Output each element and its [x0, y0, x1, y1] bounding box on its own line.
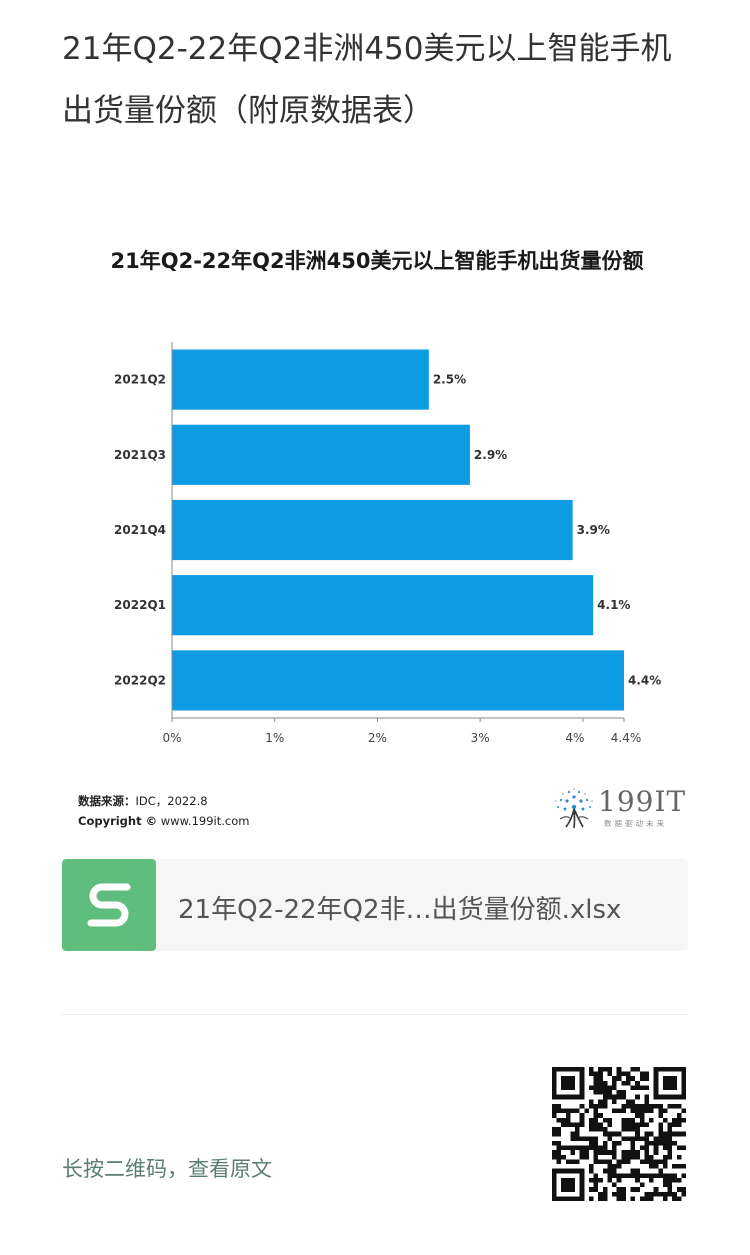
x-tick-label: 1%	[265, 731, 284, 745]
category-label: 2021Q3	[114, 448, 166, 462]
category-label: 2022Q2	[114, 673, 166, 687]
article-title: 21年Q2-22年Q2非洲450美元以上智能手机出货量份额（附原数据表）	[62, 31, 672, 129]
x-tick-label: 4.4%	[611, 731, 642, 745]
bar-2022Q2	[172, 650, 624, 711]
attachment-file-name: 21年Q2-22年Q2非…出货量份额.xlsx	[178, 895, 622, 925]
copyright-text: www.199it.com	[157, 814, 250, 828]
qr-prompt-text: 长按二维码，查看原文	[62, 1157, 272, 1181]
data-label: 2.9%	[474, 448, 507, 462]
x-tick-label: 4%	[565, 731, 584, 745]
bar-2021Q4	[172, 499, 573, 561]
199it-logo: 199IT 数据驱动未来	[552, 785, 685, 833]
logo-tagline: 数据驱动未来	[604, 819, 667, 828]
x-tick-label: 2%	[368, 731, 387, 745]
source-note: 数据来源：IDC，2022.8 Copyright © www.199it.co…	[78, 791, 249, 831]
chart-image: 21年Q2-22年Q2非洲450美元以上智能手机出货量份额 2021Q2 2.5%…	[62, 215, 692, 845]
bar-2022Q1	[172, 575, 594, 636]
spreadsheet-s-icon	[62, 859, 156, 951]
logo-wordmark: 199IT	[598, 785, 687, 818]
bar-chart: 2021Q2 2.5% 2021Q3 2.9% 2021Q4 3.9% 2022Q1 4.1%…	[114, 342, 661, 745]
attachment-card[interactable]: 21年Q2-22年Q2非…出货量份额.xlsx	[62, 859, 688, 951]
category-label: 2021Q4	[114, 523, 166, 537]
category-label: 2021Q2	[114, 373, 166, 387]
category-label: 2022Q1	[114, 598, 166, 612]
data-label: 4.1%	[597, 598, 630, 612]
data-label: 2.5%	[433, 373, 466, 387]
divider	[62, 1014, 688, 1015]
dandelion-logo-icon	[555, 788, 593, 829]
x-tick-label: 3%	[471, 731, 490, 745]
bar-2021Q3	[172, 424, 470, 485]
data-label: 4.4%	[628, 673, 661, 687]
chart-title: 21年Q2-22年Q2非洲450美元以上智能手机出货量份额	[110, 249, 644, 273]
source-label: 数据来源：	[78, 794, 136, 808]
data-label: 3.9%	[577, 523, 610, 537]
x-tick-label: 0%	[162, 731, 181, 745]
copyright-label: Copyright ©	[78, 814, 158, 828]
bar-2021Q2	[172, 349, 429, 410]
source-text: IDC，2022.8	[135, 794, 208, 808]
qr-code[interactable]	[552, 1067, 686, 1201]
